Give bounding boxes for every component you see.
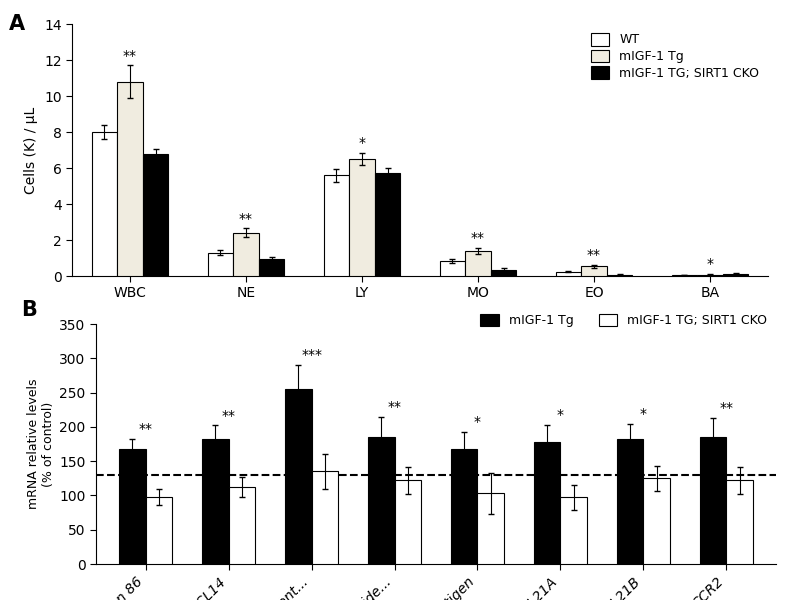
Y-axis label: mRNA relative levels
(% of control): mRNA relative levels (% of control)	[27, 379, 55, 509]
Y-axis label: Cells (K) / μL: Cells (K) / μL	[25, 106, 38, 194]
Bar	[722, 274, 748, 276]
Text: A: A	[10, 14, 26, 34]
Text: **: **	[222, 409, 236, 423]
Bar	[606, 275, 632, 276]
Bar	[478, 493, 504, 564]
Bar	[258, 259, 284, 276]
Bar	[672, 275, 698, 276]
Text: ***: ***	[301, 349, 322, 362]
Bar	[229, 487, 255, 564]
Text: **: **	[239, 212, 253, 226]
Bar	[556, 271, 582, 276]
Text: *: *	[557, 408, 564, 422]
Bar	[394, 481, 421, 564]
Bar	[374, 173, 400, 276]
Bar	[208, 253, 234, 276]
Text: B: B	[22, 300, 37, 320]
Bar	[202, 439, 229, 564]
Bar	[726, 481, 753, 564]
Bar	[234, 233, 258, 276]
Bar	[142, 154, 168, 276]
Text: **: **	[387, 400, 402, 414]
Bar	[700, 437, 726, 564]
Legend: mIGF-1 Tg, mIGF-1 TG; SIRT1 CKO: mIGF-1 Tg, mIGF-1 TG; SIRT1 CKO	[478, 311, 770, 329]
Bar	[285, 389, 312, 564]
Bar	[617, 439, 643, 564]
Bar	[698, 275, 722, 276]
Text: *: *	[474, 415, 481, 429]
Text: *: *	[358, 136, 366, 150]
Text: **: **	[719, 401, 734, 415]
Bar	[534, 442, 560, 564]
Bar	[119, 449, 146, 564]
Bar	[118, 82, 142, 276]
Text: **: **	[138, 422, 153, 436]
Bar	[146, 497, 172, 564]
Legend: WT, mIGF-1 Tg, mIGF-1 TG; SIRT1 CKO: WT, mIGF-1 Tg, mIGF-1 TG; SIRT1 CKO	[588, 30, 762, 82]
Bar	[643, 478, 670, 564]
Bar	[312, 472, 338, 564]
Text: **: **	[471, 232, 485, 245]
Bar	[440, 260, 466, 276]
Bar	[466, 251, 490, 276]
Text: *: *	[706, 257, 714, 271]
Text: *: *	[640, 407, 647, 421]
Bar	[350, 159, 374, 276]
Bar	[560, 497, 587, 564]
Bar	[490, 269, 516, 276]
Text: **: **	[123, 49, 137, 63]
Bar	[92, 132, 118, 276]
Bar	[582, 266, 606, 276]
Bar	[324, 175, 350, 276]
Bar	[451, 449, 478, 564]
Text: **: **	[587, 248, 601, 262]
Bar	[368, 437, 394, 564]
